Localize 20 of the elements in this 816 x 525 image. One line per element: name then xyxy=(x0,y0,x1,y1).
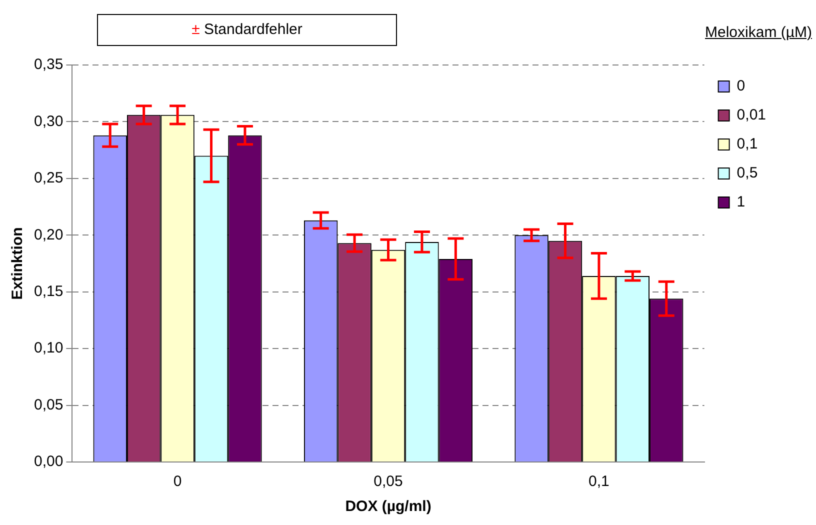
y-tick-label: 0,30 xyxy=(34,112,64,130)
text: ± Standardfehler xyxy=(97,14,397,46)
legend-label: 1 xyxy=(736,194,746,211)
y-tick-label: 0,20 xyxy=(34,226,64,244)
y-tick-label: 0,00 xyxy=(34,453,64,470)
y-tick-label: 0,10 xyxy=(34,340,64,357)
x-tick-label: 0 xyxy=(173,473,182,490)
x-axis-title: DOX (µg/ml) xyxy=(345,498,432,516)
x-tick-label: 0,1 xyxy=(588,473,610,490)
legend-label: 0,5 xyxy=(736,164,758,182)
y-tick-label: 0,15 xyxy=(34,283,64,300)
y-tick-label: 0,05 xyxy=(34,396,64,414)
x-tick-label: 0,05 xyxy=(374,473,403,490)
y-tick-label: 0,25 xyxy=(34,170,64,187)
legend-label: 0,01 xyxy=(736,106,766,124)
legend-label: 0 xyxy=(736,78,746,95)
y-tick-label: 0,35 xyxy=(34,56,64,74)
legend-title: Meloxikam (µM) xyxy=(705,24,812,41)
legend-label: 0,1 xyxy=(736,136,758,153)
y-axis-title: Extinktion xyxy=(9,227,26,300)
